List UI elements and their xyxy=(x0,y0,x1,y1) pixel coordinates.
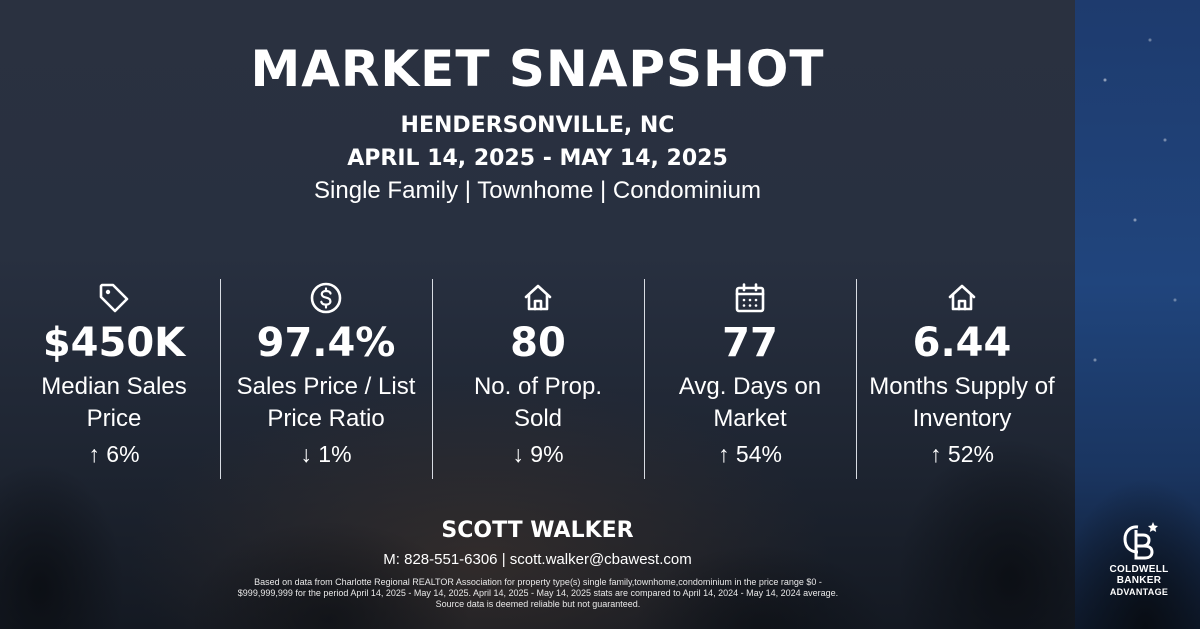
stat-value: 77 xyxy=(722,320,778,366)
stat-value: 97.4% xyxy=(256,320,396,366)
stat-label: No. of Prop. Sold xyxy=(473,373,603,432)
coldwell-banker-logo-icon xyxy=(1123,522,1158,560)
stat-label: Avg. Days on Market xyxy=(678,373,822,432)
calendar-icon xyxy=(733,281,767,315)
stat-months-supply: 6.44 Months Supply of Inventory ↑ 52% xyxy=(856,279,1068,479)
stat-change: ↓ 9% xyxy=(512,441,564,467)
stats-row: $450K Median Sales Price ↑ 6% 97.4% Sale… xyxy=(8,279,1068,479)
stat-change: ↓ 1% xyxy=(300,441,352,467)
stat-change: ↑ 52% xyxy=(930,441,994,467)
property-types: Single Family | Townhome | Condominium xyxy=(314,177,761,204)
house-icon xyxy=(521,281,555,315)
brand-logo: COLDWELL BANKER ADVANTAGE xyxy=(1094,518,1184,618)
stat-label: Months Supply of Inventory xyxy=(869,373,1055,432)
agent-name: SCOTT WALKER xyxy=(441,518,634,543)
night-sky-trees xyxy=(1075,369,1200,629)
stat-value: 80 xyxy=(510,320,566,366)
logo-line-3: ADVANTAGE xyxy=(1109,587,1169,597)
logo-line-1: COLDWELL xyxy=(1109,564,1169,575)
agent-contact: M: 828-551-6306 | scott.walker@cbawest.c… xyxy=(383,551,692,568)
stat-change: ↑ 54% xyxy=(718,441,782,467)
stat-change: ↑ 6% xyxy=(88,441,140,467)
page-title: MARKET SNAPSHOT xyxy=(250,40,825,98)
dollar-circle-icon xyxy=(309,281,343,315)
logo-line-2: BANKER xyxy=(1116,575,1162,586)
date-range-heading: APRIL 14, 2025 - MAY 14, 2025 xyxy=(347,146,728,171)
stat-days-on-market: 77 Avg. Days on Market ↑ 54% xyxy=(644,279,856,479)
disclaimer: Based on data from Charlotte Regional RE… xyxy=(237,577,839,609)
price-tag-icon xyxy=(97,281,131,315)
stat-value: 6.44 xyxy=(912,320,1012,366)
stat-value: $450K xyxy=(42,320,186,366)
background-trees xyxy=(0,329,1075,629)
location-heading: HENDERSONVILLE, NC xyxy=(400,113,675,138)
stat-sales-to-list-ratio: 97.4% Sales Price / List Price Ratio ↓ 1… xyxy=(220,279,432,479)
house-icon xyxy=(945,281,979,315)
stat-label: Median Sales Price xyxy=(41,373,187,432)
stat-label: Sales Price / List Price Ratio xyxy=(236,373,416,432)
stat-properties-sold: 80 No. of Prop. Sold ↓ 9% xyxy=(432,279,644,479)
stat-median-sales-price: $450K Median Sales Price ↑ 6% xyxy=(8,279,220,479)
